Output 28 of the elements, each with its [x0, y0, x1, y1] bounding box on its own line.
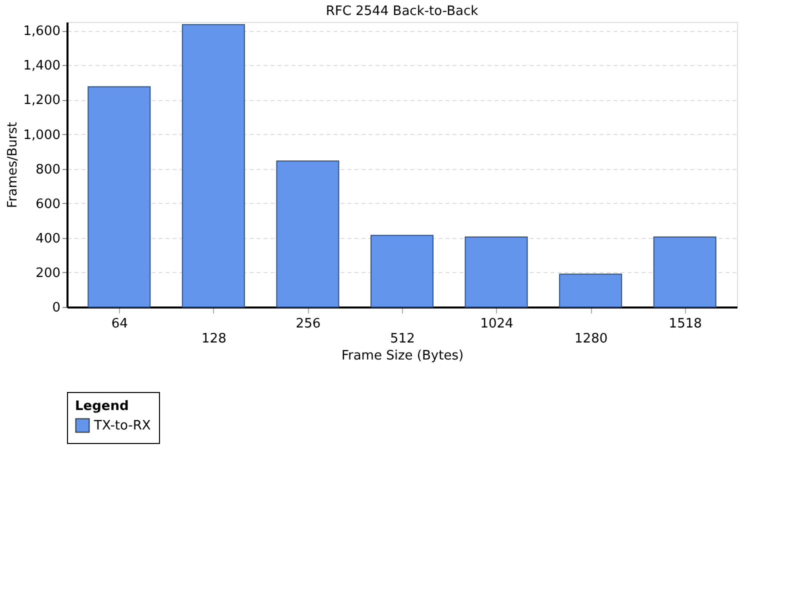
x-tick-label: 1280: [574, 332, 608, 346]
bar: [653, 236, 716, 308]
bar: [464, 236, 528, 308]
legend-title: Legend: [75, 399, 129, 414]
y-tick-label: 1,400: [23, 58, 60, 74]
y-axis-title: Frames/Burst: [5, 122, 20, 208]
x-tick-label: 512: [390, 332, 415, 346]
y-tick-label: 800: [36, 162, 60, 178]
x-tick-label: 64: [111, 316, 128, 332]
chart-title: RFC 2544 Back-to-Back: [326, 4, 479, 19]
x-tick-label: 128: [202, 332, 226, 346]
y-tick-label: 0: [52, 300, 60, 316]
y-tick-label: 200: [36, 266, 60, 281]
bar: [88, 86, 151, 308]
y-tick-label: 1,600: [23, 24, 60, 40]
bar: [276, 160, 340, 308]
x-tick-label: 1024: [480, 316, 514, 332]
bar: [182, 24, 245, 308]
y-tick-label: 1,000: [23, 128, 60, 143]
y-tick-label: 600: [36, 196, 60, 212]
y-tick-label: 400: [36, 231, 60, 246]
x-tick-label: 256: [296, 316, 321, 332]
x-tick-label: 1518: [668, 316, 702, 332]
x-axis-title: Frame Size (Bytes): [341, 348, 464, 364]
bar: [370, 234, 434, 308]
bar: [559, 274, 622, 308]
y-tick-label: 1,200: [23, 93, 60, 108]
legend-label: TX-to-RX: [93, 418, 151, 434]
